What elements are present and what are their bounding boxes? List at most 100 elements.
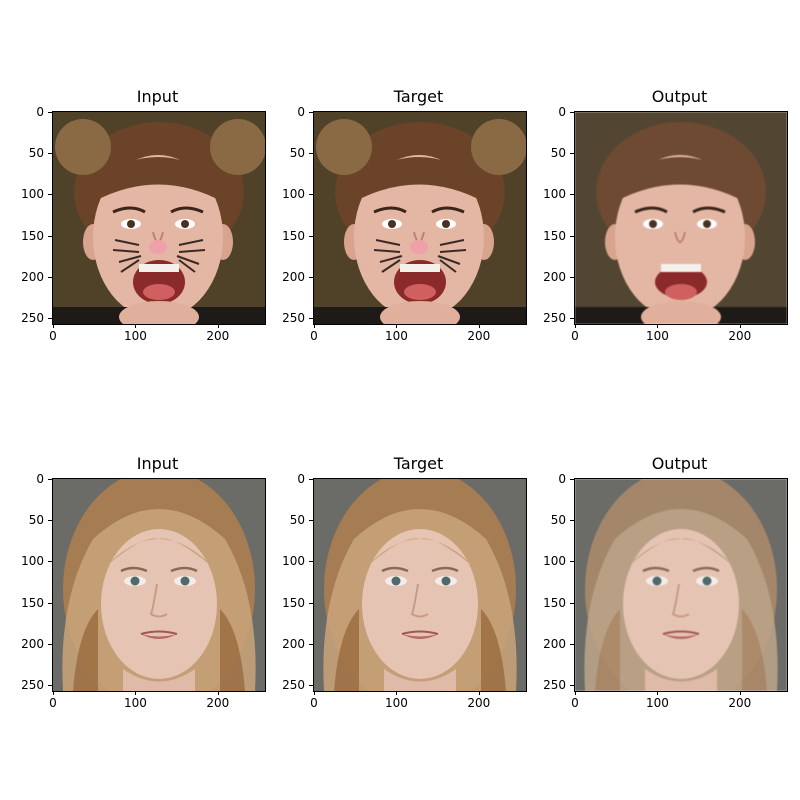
x-tick-label: 200 (206, 329, 230, 343)
y-tick-mark (48, 112, 52, 113)
x-tick-label: 100 (123, 696, 147, 710)
x-tick-mark (314, 324, 315, 328)
x-tick-mark (657, 324, 659, 328)
x-tick-mark (739, 691, 741, 695)
y-tick-label: 0 (36, 105, 44, 119)
y-tick-mark (570, 235, 574, 237)
y-tick-label: 150 (21, 595, 44, 610)
y-tick-mark (309, 318, 313, 320)
y-tick-mark (570, 153, 574, 155)
x-tick-label: 0 (49, 696, 57, 710)
y-tick-label: 200 (282, 269, 305, 284)
y-tick-mark (309, 643, 313, 645)
x-tick-mark (314, 691, 315, 695)
y-tick-label: 150 (282, 228, 305, 243)
face-image (52, 478, 266, 692)
y-tick-mark (570, 643, 574, 645)
y-tick-mark (570, 685, 574, 687)
y-tick-label: 150 (543, 228, 566, 243)
x-tick-label: 200 (467, 329, 491, 343)
x-tick-mark (396, 324, 398, 328)
x-tick-mark (575, 691, 576, 695)
face-image (574, 478, 788, 692)
y-tick-mark (570, 602, 574, 604)
x-tick-label: 100 (123, 329, 147, 343)
y-tick-label: 150 (21, 228, 44, 243)
face-image (52, 111, 266, 325)
x-tick-label: 100 (384, 329, 408, 343)
y-tick-mark (48, 194, 52, 196)
y-tick-label: 100 (543, 187, 566, 202)
y-tick-label: 0 (558, 105, 566, 119)
y-tick-mark (309, 602, 313, 604)
image-panel: Target (313, 87, 575, 325)
y-tick-mark (309, 112, 313, 113)
y-tick-mark (570, 561, 574, 563)
panel-title: Input (136, 454, 179, 473)
y-tick-label: 200 (21, 269, 44, 284)
face-image (313, 478, 527, 692)
y-tick-label: 50 (550, 146, 566, 161)
x-tick-mark (657, 691, 659, 695)
y-tick-mark (48, 318, 52, 320)
panel-title: Output (651, 454, 708, 473)
y-tick-label: 250 (282, 678, 305, 693)
image-panel: Input (52, 87, 314, 325)
x-tick-mark (53, 324, 54, 328)
y-tick-label: 50 (289, 146, 305, 161)
x-tick-label: 0 (310, 329, 318, 343)
panel-title: Target (393, 454, 444, 473)
y-tick-mark (309, 520, 313, 522)
x-tick-label: 100 (645, 329, 669, 343)
y-tick-mark (570, 318, 574, 320)
y-tick-mark (309, 194, 313, 196)
y-tick-mark (309, 479, 313, 480)
y-tick-label: 200 (21, 636, 44, 651)
x-tick-label: 200 (728, 329, 752, 343)
x-tick-mark (575, 324, 576, 328)
y-tick-mark (48, 479, 52, 480)
y-tick-mark (48, 520, 52, 522)
y-tick-label: 100 (282, 187, 305, 202)
y-tick-mark (309, 235, 313, 237)
face-image (574, 111, 788, 325)
panel-title: Output (651, 87, 708, 106)
y-tick-label: 150 (282, 595, 305, 610)
image-panel: Input (52, 454, 314, 692)
x-tick-mark (53, 691, 54, 695)
y-tick-label: 200 (543, 636, 566, 651)
x-tick-mark (396, 691, 398, 695)
y-tick-mark (48, 276, 52, 278)
y-tick-label: 100 (282, 554, 305, 569)
y-tick-mark (309, 561, 313, 563)
panel-title: Input (136, 87, 179, 106)
y-tick-mark (309, 685, 313, 687)
y-tick-mark (570, 194, 574, 196)
y-tick-mark (48, 235, 52, 237)
face-image (313, 111, 527, 325)
y-tick-mark (570, 276, 574, 278)
x-tick-mark (135, 324, 137, 328)
x-tick-label: 100 (384, 696, 408, 710)
y-tick-label: 0 (36, 472, 44, 486)
y-tick-label: 150 (543, 595, 566, 610)
x-tick-label: 200 (467, 696, 491, 710)
x-tick-label: 0 (571, 329, 579, 343)
x-tick-label: 0 (310, 696, 318, 710)
y-tick-mark (48, 685, 52, 687)
y-tick-mark (48, 153, 52, 155)
y-tick-label: 50 (550, 513, 566, 528)
y-tick-mark (48, 602, 52, 604)
x-tick-label: 200 (206, 696, 230, 710)
x-tick-mark (135, 691, 137, 695)
y-tick-label: 100 (21, 187, 44, 202)
x-tick-mark (478, 324, 480, 328)
image-panel: Output (574, 454, 800, 692)
y-tick-mark (48, 561, 52, 563)
y-tick-label: 250 (543, 311, 566, 326)
y-tick-mark (570, 479, 574, 480)
y-tick-mark (309, 276, 313, 278)
y-tick-label: 50 (28, 146, 44, 161)
y-tick-label: 100 (543, 554, 566, 569)
y-tick-label: 250 (21, 311, 44, 326)
